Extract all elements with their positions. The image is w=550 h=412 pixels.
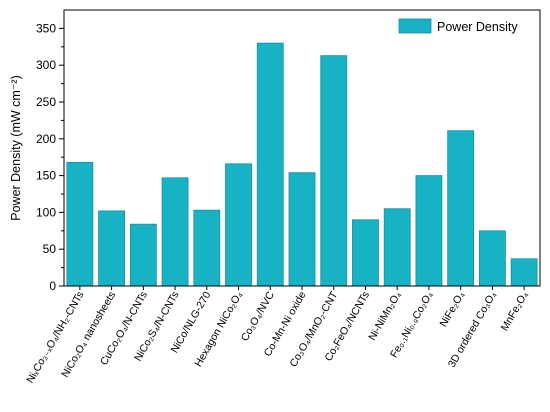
legend-label: Power Density [437,20,518,34]
bars-group [66,42,538,287]
bar-4 [193,209,221,287]
y-tick-label: 50 [43,242,57,256]
bar-10 [383,208,411,287]
y-tick-label: 150 [36,169,56,183]
plot-frame [63,9,541,287]
x-tick-label: NiFe₂O₄ [438,290,468,330]
y-axis: 0 50 100 150 200 250 300 350 [36,21,64,293]
bar-3 [161,177,189,287]
y-tick-label: 0 [49,279,56,293]
bar-13 [478,230,506,287]
y-tick-label: 300 [36,58,56,72]
x-tick-label: MnFe₂O₄ [499,290,531,334]
bar-9 [352,219,379,287]
bar-0 [66,161,94,287]
bar-5 [225,163,252,287]
bar-14 [510,258,538,287]
y-tick-label: 250 [36,95,56,109]
bar-6 [256,42,284,287]
bar-1 [98,210,126,287]
legend: Power Density [398,18,518,34]
bar-12 [447,130,475,287]
y-tick-label: 200 [36,132,56,146]
y-axis-title: Power Density (mW cm⁻²) [9,75,23,221]
legend-swatch [398,18,432,34]
bar-7 [288,172,316,287]
bar-11 [415,175,443,287]
bar-8 [320,55,348,287]
x-tick-label: NiₓCo₃₋ₓO₄/NH₂-CNTs [24,290,86,386]
y-tick-label: 350 [36,21,56,35]
bar-2 [129,223,157,287]
y-tick-label: 100 [36,205,56,219]
